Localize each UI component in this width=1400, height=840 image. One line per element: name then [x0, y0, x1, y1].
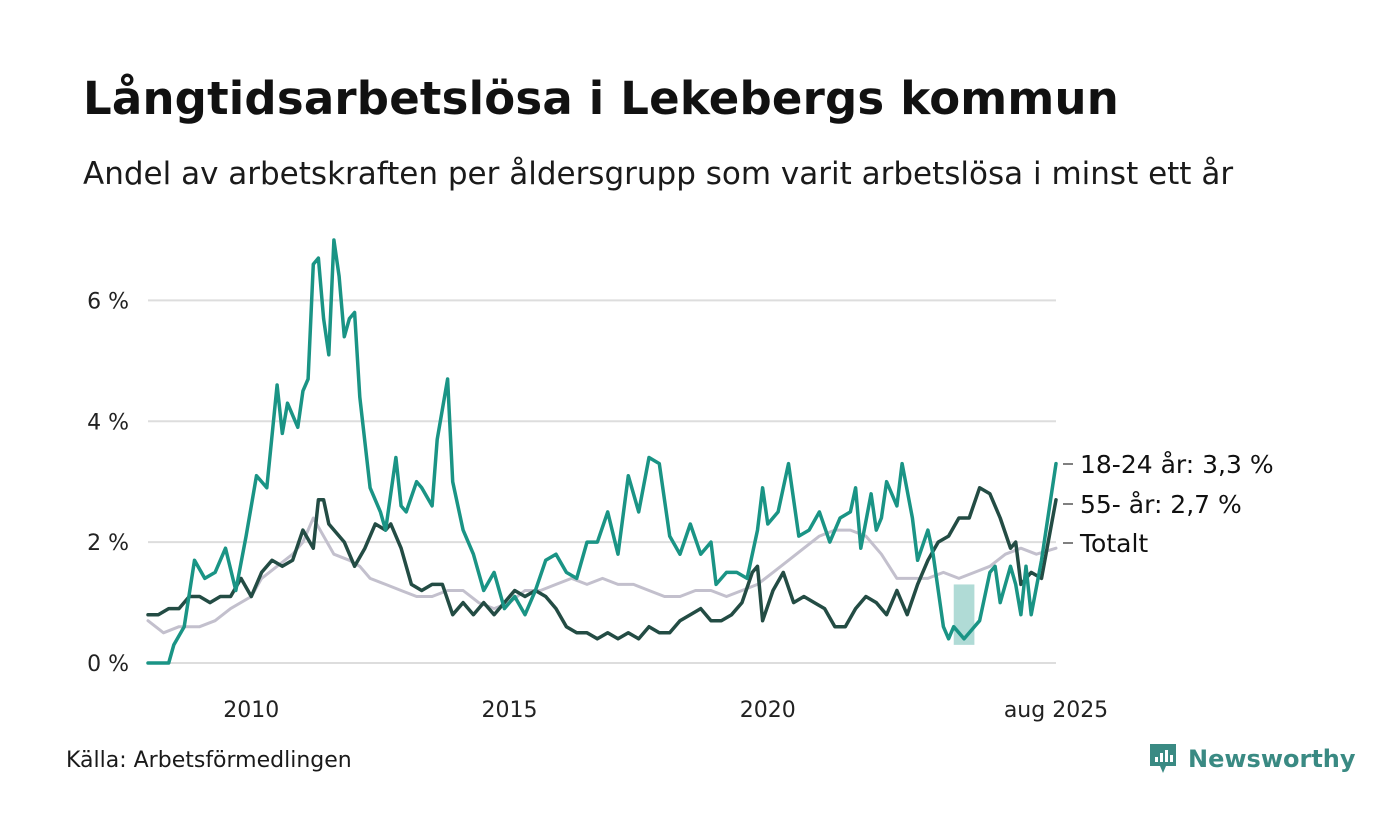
y-tick-label: 6 %	[87, 289, 129, 314]
chart-title: Långtidsarbetslösa i Lekebergs kommun	[83, 72, 1119, 125]
series-line	[146, 238, 1058, 665]
y-tick-label: 4 %	[87, 410, 129, 435]
series-line	[146, 516, 1058, 635]
series-end-label: Totalt	[1079, 529, 1148, 558]
x-tick-label: 2010	[223, 698, 279, 723]
brand-name: Newsworthy	[1188, 745, 1356, 773]
newsworthy-brand: Newsworthy	[1148, 742, 1356, 776]
series-end-label: 55- år: 2,7 %	[1080, 490, 1242, 519]
x-tick-label: aug 2025	[1004, 698, 1108, 723]
y-tick-label: 2 %	[87, 531, 129, 556]
y-tick-label: 0 %	[87, 652, 129, 677]
series-line	[146, 486, 1058, 641]
chart-subtitle: Andel av arbetskraften per åldersgrupp s…	[83, 156, 1234, 192]
x-tick-label: 2020	[740, 698, 796, 723]
x-tick-label: 2015	[482, 698, 538, 723]
uncertainty-band	[953, 584, 975, 645]
source-note: Källa: Arbetsförmedlingen	[66, 748, 352, 773]
newsworthy-logo-icon	[1150, 744, 1176, 773]
series-end-label: 18-24 år: 3,3 %	[1080, 450, 1274, 479]
